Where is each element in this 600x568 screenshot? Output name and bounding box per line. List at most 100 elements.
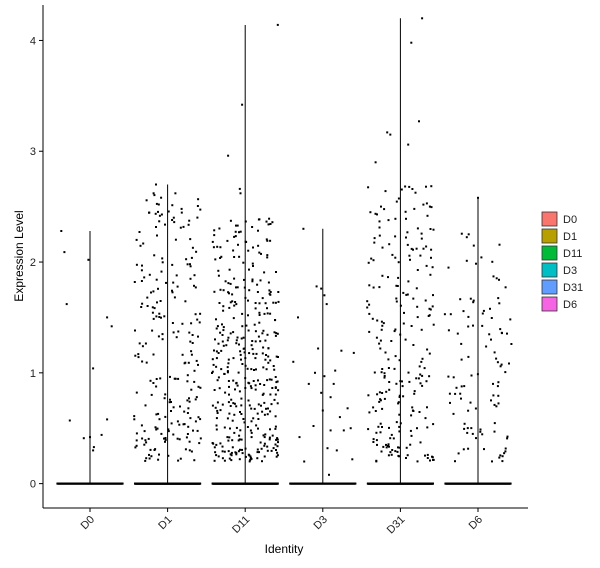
data-point bbox=[141, 345, 144, 348]
data-point bbox=[276, 445, 279, 448]
data-point bbox=[388, 243, 391, 246]
legend-key-D6 bbox=[541, 296, 558, 312]
data-point bbox=[449, 313, 452, 316]
data-point bbox=[158, 214, 161, 217]
data-point bbox=[385, 443, 387, 446]
data-point bbox=[221, 403, 224, 406]
data-point bbox=[407, 280, 410, 283]
data-point bbox=[421, 357, 424, 360]
data-point bbox=[404, 338, 407, 341]
data-point bbox=[488, 333, 491, 336]
data-point bbox=[234, 301, 237, 303]
data-point bbox=[385, 390, 388, 393]
data-point bbox=[256, 448, 259, 451]
data-point bbox=[247, 249, 250, 252]
data-point bbox=[395, 297, 398, 300]
data-point bbox=[172, 433, 175, 436]
data-point bbox=[381, 246, 384, 249]
data-point bbox=[138, 231, 141, 233]
data-point bbox=[276, 438, 279, 441]
data-point bbox=[447, 266, 450, 269]
data-point bbox=[381, 392, 384, 394]
data-point bbox=[380, 450, 383, 453]
data-point bbox=[158, 316, 161, 318]
data-point bbox=[121, 482, 124, 485]
data-point bbox=[412, 248, 414, 251]
data-point bbox=[431, 305, 434, 308]
data-point bbox=[211, 404, 214, 407]
data-point bbox=[276, 332, 279, 335]
data-point bbox=[227, 154, 230, 157]
data-point bbox=[412, 410, 415, 412]
data-point bbox=[467, 233, 470, 236]
data-point bbox=[240, 337, 243, 340]
data-point bbox=[164, 437, 167, 439]
data-point bbox=[493, 351, 496, 354]
data-point bbox=[159, 377, 162, 380]
data-point bbox=[199, 418, 202, 421]
data-point bbox=[381, 407, 384, 410]
data-point bbox=[221, 323, 223, 326]
data-point bbox=[418, 120, 420, 123]
data-point bbox=[240, 413, 243, 415]
data-point bbox=[412, 297, 415, 300]
data-point bbox=[176, 420, 179, 423]
data-point bbox=[254, 388, 257, 391]
data-point bbox=[395, 200, 398, 203]
data-point bbox=[227, 362, 230, 365]
data-point bbox=[246, 367, 249, 370]
data-point bbox=[240, 404, 243, 407]
data-point bbox=[379, 399, 382, 402]
data-point bbox=[232, 402, 235, 405]
data-point bbox=[241, 312, 244, 315]
data-point bbox=[220, 349, 223, 352]
data-point bbox=[266, 239, 269, 242]
data-point bbox=[387, 367, 390, 369]
data-point bbox=[221, 445, 224, 448]
data-point bbox=[230, 398, 233, 401]
data-point bbox=[221, 340, 224, 343]
data-point bbox=[154, 426, 157, 429]
data-point bbox=[373, 237, 376, 240]
data-point bbox=[215, 327, 218, 330]
data-point bbox=[151, 306, 154, 309]
data-point bbox=[187, 361, 190, 364]
data-point bbox=[466, 427, 469, 430]
data-point bbox=[215, 454, 218, 457]
data-point bbox=[366, 306, 369, 309]
data-point bbox=[432, 228, 435, 231]
data-point bbox=[266, 449, 269, 452]
data-point bbox=[456, 332, 459, 335]
data-point bbox=[428, 307, 431, 310]
data-point bbox=[138, 342, 141, 345]
data-point bbox=[401, 380, 403, 383]
data-point bbox=[261, 460, 263, 463]
data-point bbox=[240, 438, 243, 441]
data-point bbox=[163, 437, 165, 440]
data-point bbox=[152, 290, 155, 293]
data-point bbox=[499, 454, 502, 457]
data-point bbox=[368, 330, 371, 333]
data-point bbox=[334, 369, 337, 372]
data-point bbox=[501, 455, 504, 458]
data-point bbox=[256, 412, 259, 415]
data-point bbox=[228, 268, 231, 271]
data-point bbox=[462, 310, 465, 313]
data-point bbox=[214, 406, 217, 409]
data-point bbox=[263, 444, 266, 447]
data-point bbox=[419, 382, 422, 385]
data-point bbox=[380, 320, 383, 323]
data-point bbox=[460, 358, 463, 361]
data-point bbox=[259, 383, 262, 385]
data-point bbox=[255, 368, 257, 371]
data-point bbox=[164, 415, 167, 418]
data-point bbox=[481, 433, 484, 436]
data-point bbox=[248, 382, 251, 385]
data-point bbox=[247, 329, 250, 332]
data-point bbox=[189, 277, 192, 280]
data-point bbox=[395, 300, 398, 303]
data-point bbox=[426, 426, 429, 429]
data-point bbox=[269, 359, 272, 362]
data-point bbox=[199, 437, 202, 440]
data-point bbox=[228, 457, 231, 460]
